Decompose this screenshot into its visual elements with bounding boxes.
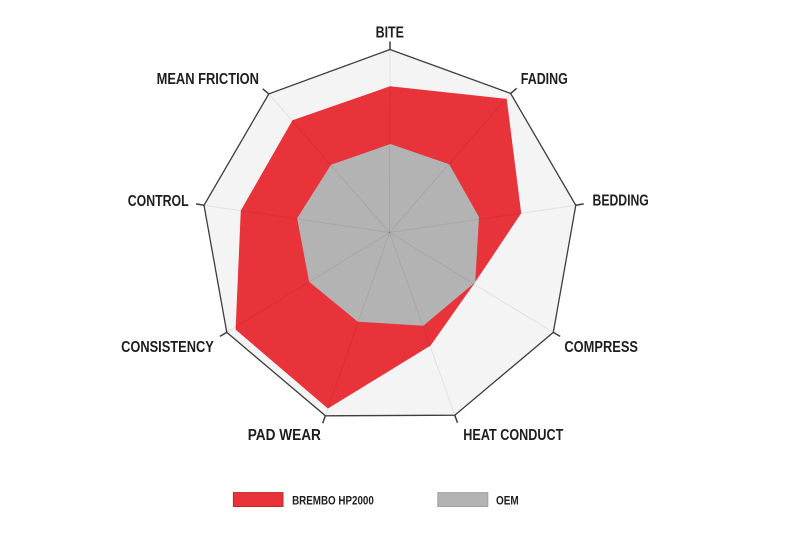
svg-text:BEDDING: BEDDING xyxy=(593,192,649,209)
svg-text:OEM: OEM xyxy=(496,494,519,508)
svg-text:MEAN FRICTION: MEAN FRICTION xyxy=(157,71,259,88)
svg-text:HEAT CONDUCT: HEAT CONDUCT xyxy=(463,427,563,444)
svg-text:BREMBO HP2000: BREMBO HP2000 xyxy=(292,494,374,508)
svg-text:COMPRESS: COMPRESS xyxy=(564,339,638,356)
svg-text:BITE: BITE xyxy=(376,25,404,42)
svg-text:CONSISTENCY: CONSISTENCY xyxy=(121,339,214,356)
svg-text:CONTROL: CONTROL xyxy=(128,193,189,210)
svg-text:PAD WEAR: PAD WEAR xyxy=(248,427,321,444)
svg-text:FADING: FADING xyxy=(521,71,568,88)
